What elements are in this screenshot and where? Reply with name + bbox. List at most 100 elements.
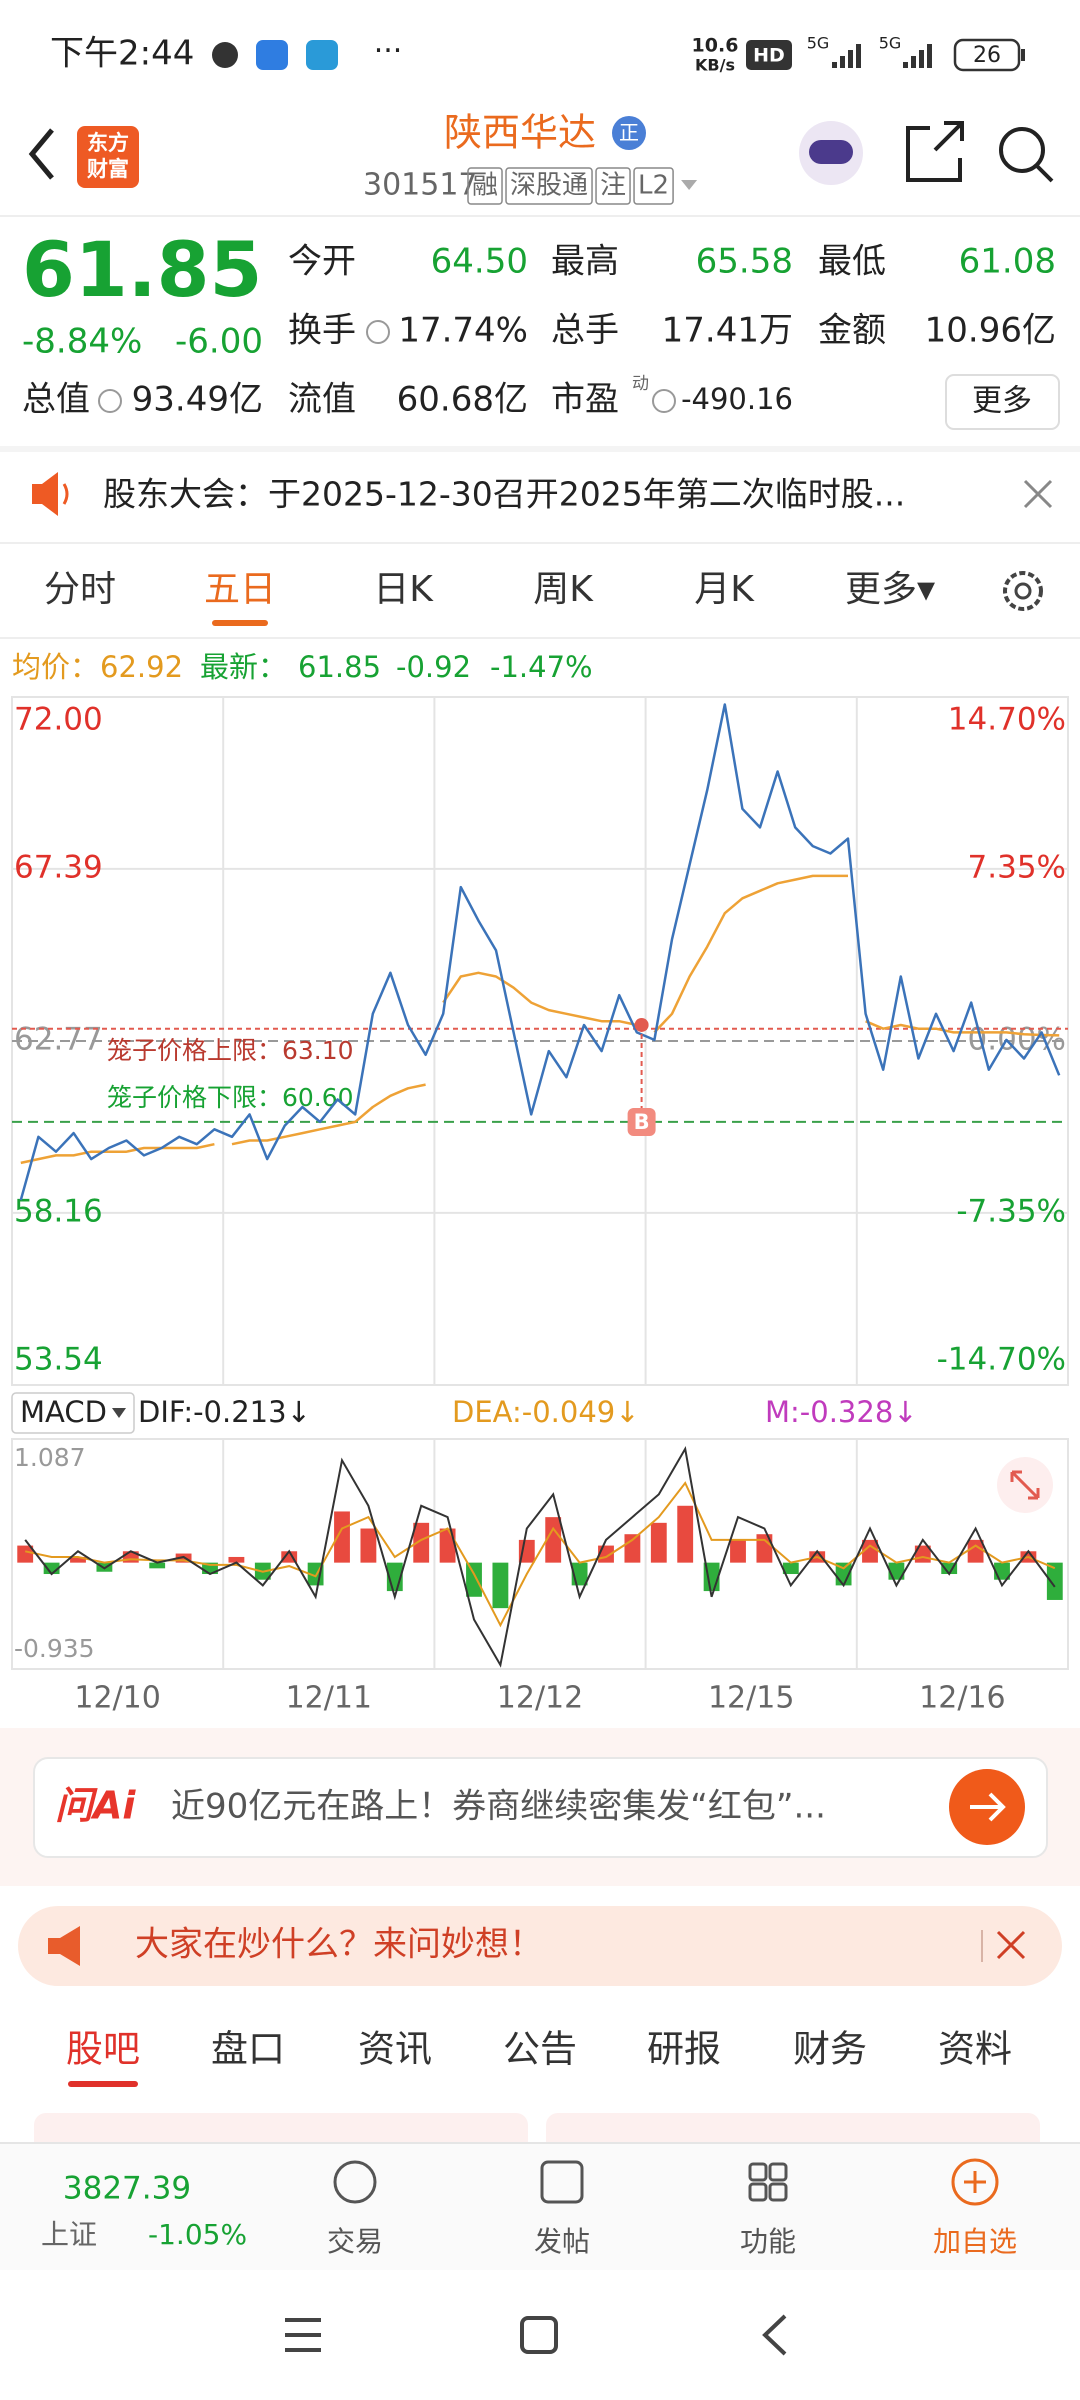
upper-limit-label: 笼子价格上限：63.10 [107,1036,354,1065]
banner-icon [48,1926,80,1966]
nav-icon-plus [964,2171,986,2193]
tag-box [505,167,593,205]
period-tab[interactable]: 月K [694,569,755,610]
share-button[interactable] [906,121,964,182]
period-tab[interactable]: 周K [533,569,594,610]
system-nav [0,2270,1080,2400]
stock-tag: 注 [600,171,626,201]
nav-item[interactable]: 发帖 [534,2225,590,2258]
macd-bar [862,1539,878,1563]
last-change: -0.92 [396,650,471,684]
period-tab[interactable]: 日K [373,569,434,610]
macd-bar [466,1562,482,1597]
status-net: 5G [879,34,902,53]
content-tab[interactable]: 盘口 [211,2028,285,2071]
ask-banner[interactable] [18,1906,1062,1986]
speaker-wave [62,483,69,505]
period-tab[interactable]: 五日 [204,569,276,610]
macd-bar [439,1528,456,1563]
macd-bar [492,1562,509,1609]
quote-value: 93.49亿 [132,380,263,420]
nav-item[interactable]: 加自选 [933,2225,1017,2258]
speaker-icon [32,472,58,516]
quote-label: 市盈 [551,380,619,420]
dropdown-arrow[interactable] [681,180,698,190]
quote-value: 10.96亿 [925,311,1056,351]
macd-bar [334,1511,350,1563]
expand-icon [1010,1470,1040,1500]
badge [612,116,646,150]
macd-bar [730,1539,746,1563]
settings-button[interactable] [1003,571,1043,611]
macd-name: MACD [20,1395,107,1429]
close-notice[interactable] [1023,479,1053,509]
system-back-button[interactable] [762,2314,787,2356]
x-tick-label: 12/16 [919,1681,1005,1716]
nav-icon [333,2160,377,2204]
y-tick-label: 72.00 [14,702,103,738]
logo-text: 东方 [87,131,129,155]
stock-tag: 融 [472,171,498,201]
menu-button[interactable] [285,2318,321,2352]
last-label: 最新： [200,650,287,684]
settings-core [1014,582,1032,600]
macd-bar [70,1556,86,1563]
info-icon [652,389,676,413]
more-button-text: 更多 [972,384,1032,419]
period-tab[interactable]: 更多▾ [845,569,935,610]
macd-selector[interactable] [11,1392,135,1434]
avg-value: 62.92 [100,650,183,684]
back-button[interactable] [28,128,54,180]
content-tab[interactable]: 研报 [647,2028,721,2071]
macd-bar [228,1556,245,1563]
home-button[interactable] [520,2316,558,2354]
battery-level: 26 [973,43,1001,68]
content-tab[interactable]: 资讯 [358,2028,432,2071]
quote-value: -490.16 [681,382,793,416]
quote-label: 流值 [288,380,356,420]
content-tab[interactable]: 公告 [503,2028,577,2071]
y-tick-label: 58.16 [14,1193,103,1229]
macd-bar [677,1505,694,1563]
signal-bar [903,62,908,68]
content-tab[interactable]: 资料 [938,2028,1012,2071]
signal-bar [911,56,916,68]
notice-text[interactable]: 股东大会：于2025-12-30召开2025年第二次临时股... [103,475,905,514]
x-tick-label: 12/11 [286,1681,372,1716]
quote-label: 金额 [818,311,886,351]
content-tab[interactable]: 股吧 [66,2028,140,2071]
macd-bar [1046,1562,1063,1600]
change-pct: -8.84% [22,322,142,362]
ai-go-arrow [970,1792,1006,1822]
stock-name: 陕西华达 [444,111,596,155]
badge-text: 正 [619,121,639,145]
battery [953,38,1021,72]
macd-bar [624,1534,641,1563]
dea-label: DEA:-0.049↓ [452,1395,640,1429]
avg-line [442,971,638,1027]
dea-line [24,1481,1056,1628]
ai-box[interactable] [33,1757,1048,1858]
status-hd [746,40,792,70]
avg-line [865,1020,1060,1037]
status-icon [256,40,288,70]
index-value[interactable]: 3827.39 [63,2171,191,2207]
avg-label: 均价： [12,650,99,684]
quote-label: 总手 [551,311,619,351]
content-tab[interactable]: 财务 [793,2028,867,2071]
nav-item[interactable]: 功能 [740,2225,796,2258]
quote-label: 今开 [288,242,356,282]
ai-text[interactable]: 近90亿元在路上！券商继续密集发“红包”... [171,1787,826,1827]
nav-item[interactable]: 交易 [327,2225,383,2258]
period-tab[interactable]: 分时 [44,569,116,610]
search-button[interactable] [999,127,1045,173]
x-tick-label: 12/12 [497,1681,583,1716]
more-button[interactable] [945,374,1060,430]
stock-code: 301517 [363,168,478,203]
quote-label: 最高 [551,242,619,282]
nav-icon [540,2160,584,2204]
close-banner[interactable] [996,1930,1026,1960]
avg-line [20,1142,215,1165]
signal-bar [840,56,845,68]
signal-bar [832,62,837,68]
